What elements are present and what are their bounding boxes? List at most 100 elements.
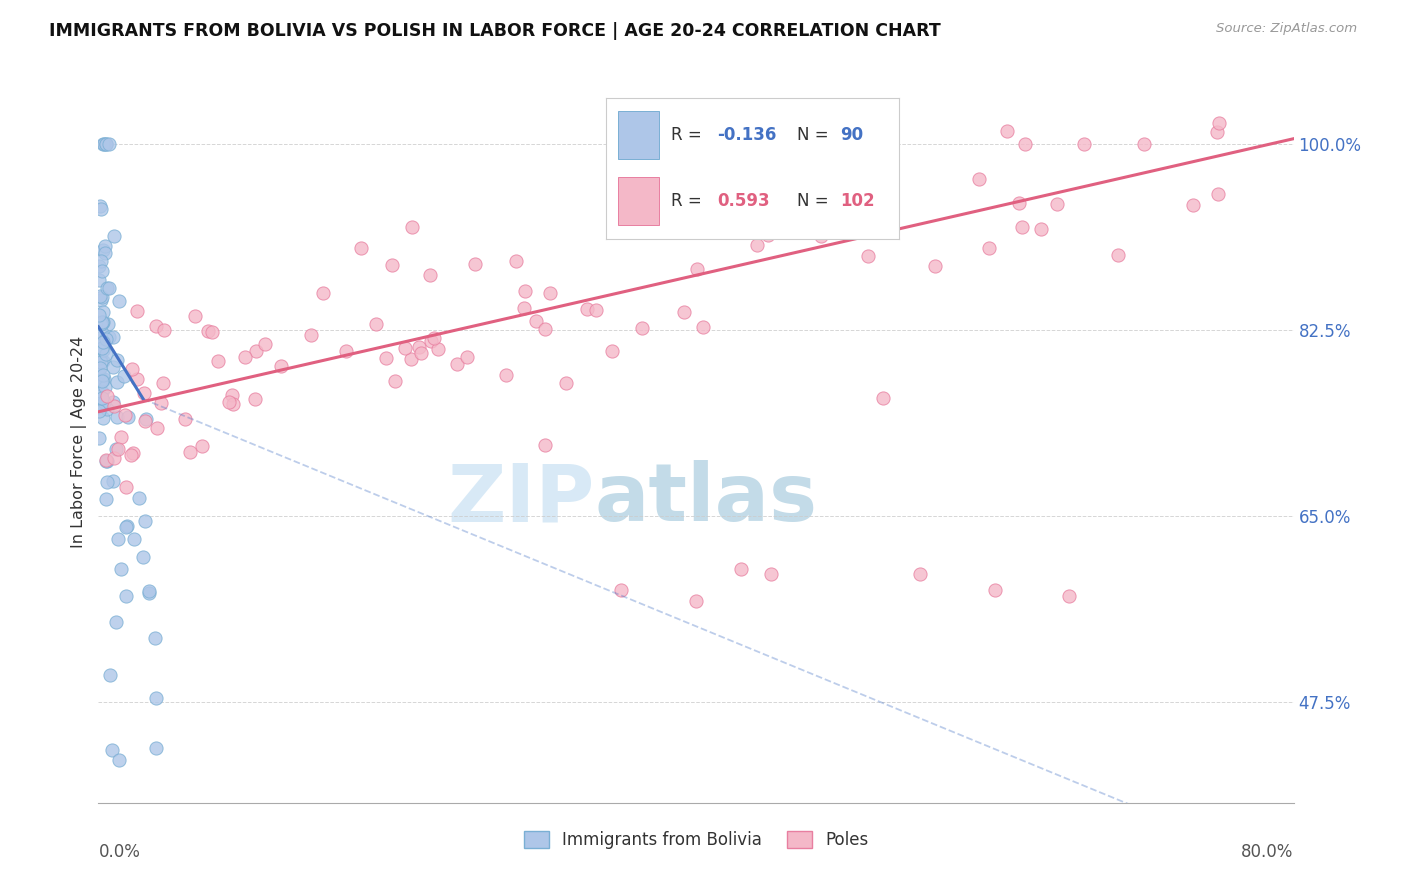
Point [90,341,112,355]
Point [512,301,534,316]
Point [977,241,1000,255]
Point [94,245,117,260]
Point [138,586,160,600]
Point [419,268,441,283]
Point [89,273,111,287]
Point [534,438,557,452]
Point [101,359,124,374]
Text: IMMIGRANTS FROM BOLIVIA VS POLISH IN LABOR FORCE | AGE 20-24 CORRELATION CHART: IMMIGRANTS FROM BOLIVIA VS POLISH IN LAB… [49,22,941,40]
Point [90,293,112,307]
Point [312,285,335,300]
Point [97,317,120,331]
Point [105,375,128,389]
Point [253,336,276,351]
Point [1107,248,1129,262]
Point [94,136,117,151]
Point [94,239,117,253]
Point [145,741,167,756]
Point [90,202,112,217]
Point [464,257,486,271]
Point [515,285,537,299]
Point [108,293,131,308]
Point [97,281,120,295]
Point [872,391,894,405]
Point [128,491,150,505]
Point [96,332,118,346]
Point [89,368,111,382]
Point [98,668,122,682]
Point [96,281,118,295]
Point [90,315,112,329]
Text: Source: ZipAtlas.com: Source: ZipAtlas.com [1216,22,1357,36]
Point [112,368,135,383]
Point [554,376,576,390]
Point [221,388,243,402]
Point [90,264,112,278]
Point [725,218,748,232]
Point [91,368,114,383]
Point [852,181,875,195]
Point [384,374,406,388]
Point [399,351,422,366]
Point [91,316,114,330]
Point [858,249,880,263]
Point [91,373,114,387]
Point [94,380,117,394]
Point [685,594,707,608]
Point [101,395,124,409]
Point [394,341,416,355]
Point [134,413,156,427]
Point [105,615,128,630]
Point [1206,125,1229,139]
Point [91,342,114,356]
Point [456,350,478,364]
Point [799,138,821,153]
Point [420,334,443,348]
Point [745,238,768,252]
Point [94,347,117,361]
Point [585,303,607,318]
Point [89,403,111,417]
Point [89,431,111,445]
Point [89,199,111,213]
Point [984,583,1007,598]
Point [94,453,117,467]
Point [90,354,112,368]
Point [97,136,120,151]
Point [91,385,114,400]
Point [110,430,132,444]
Point [91,244,114,258]
Point [93,136,115,151]
Point [89,351,111,365]
Point [610,583,633,598]
Text: atlas: atlas [595,460,817,539]
Legend: Immigrants from Bolivia, Poles: Immigrants from Bolivia, Poles [517,824,875,856]
Point [218,395,240,409]
Point [94,491,117,506]
Point [374,351,396,365]
Point [364,317,387,331]
Point [122,446,145,460]
Point [401,220,423,235]
Point [115,519,138,533]
Point [105,410,128,425]
Point [143,632,166,646]
Point [132,386,155,401]
Point [117,410,139,425]
Point [120,448,142,462]
Point [93,343,115,357]
Text: ZIP: ZIP [447,460,595,539]
Point [121,362,143,376]
Point [1208,116,1230,130]
Point [145,421,167,435]
Point [134,514,156,528]
Point [108,753,131,767]
Point [132,549,155,564]
Point [1073,136,1095,151]
Point [90,374,112,388]
Point [1008,196,1031,211]
Point [110,562,132,576]
Point [135,412,157,426]
Point [138,584,160,599]
Point [115,589,138,603]
